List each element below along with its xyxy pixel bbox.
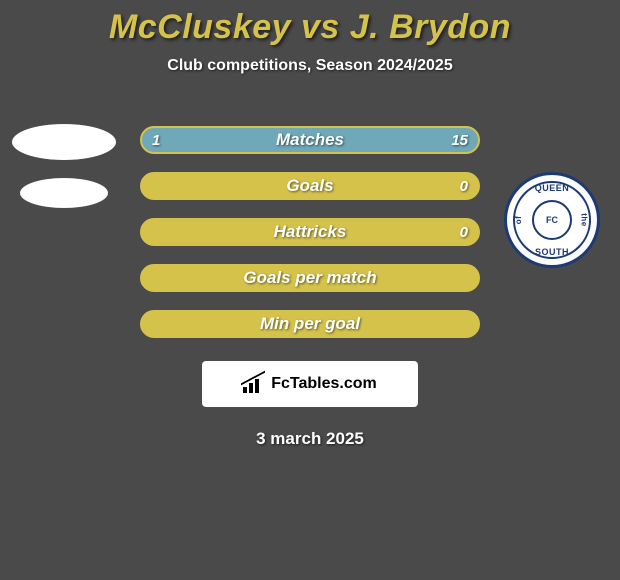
footer-date: 3 march 2025 — [0, 429, 620, 449]
stat-row: Hattricks0 — [0, 209, 620, 255]
stat-track: Min per goal — [140, 310, 480, 338]
stat-value-right: 0 — [450, 220, 478, 244]
stat-value-right: 15 — [441, 128, 478, 152]
stat-row: Goals per match — [0, 255, 620, 301]
attribution-text: FcTables.com — [271, 375, 377, 393]
stat-track: Goals per match — [140, 264, 480, 292]
stat-row: Goals0 — [0, 163, 620, 209]
stat-label: Goals per match — [142, 266, 478, 290]
page-subtitle: Club competitions, Season 2024/2025 — [0, 57, 620, 75]
stat-track: Goals0 — [140, 172, 480, 200]
stat-track: Hattricks0 — [140, 218, 480, 246]
comparison-bars: Matches115Goals0Hattricks0Goals per matc… — [0, 117, 620, 347]
fctables-logo-icon — [243, 375, 265, 393]
content: McCluskey vs J. Brydon Club competitions… — [0, 0, 620, 580]
attribution-badge: FcTables.com — [202, 361, 418, 407]
stat-label: Goals — [142, 174, 478, 198]
stat-label: Min per goal — [142, 312, 478, 336]
stat-row: Min per goal — [0, 301, 620, 347]
stat-fill-right — [163, 128, 478, 152]
stat-value-left: 1 — [142, 128, 170, 152]
stat-track: Matches115 — [140, 126, 480, 154]
stat-value-right: 0 — [450, 174, 478, 198]
page-title: McCluskey vs J. Brydon — [0, 8, 620, 47]
stat-row: Matches115 — [0, 117, 620, 163]
stat-label: Hattricks — [142, 220, 478, 244]
